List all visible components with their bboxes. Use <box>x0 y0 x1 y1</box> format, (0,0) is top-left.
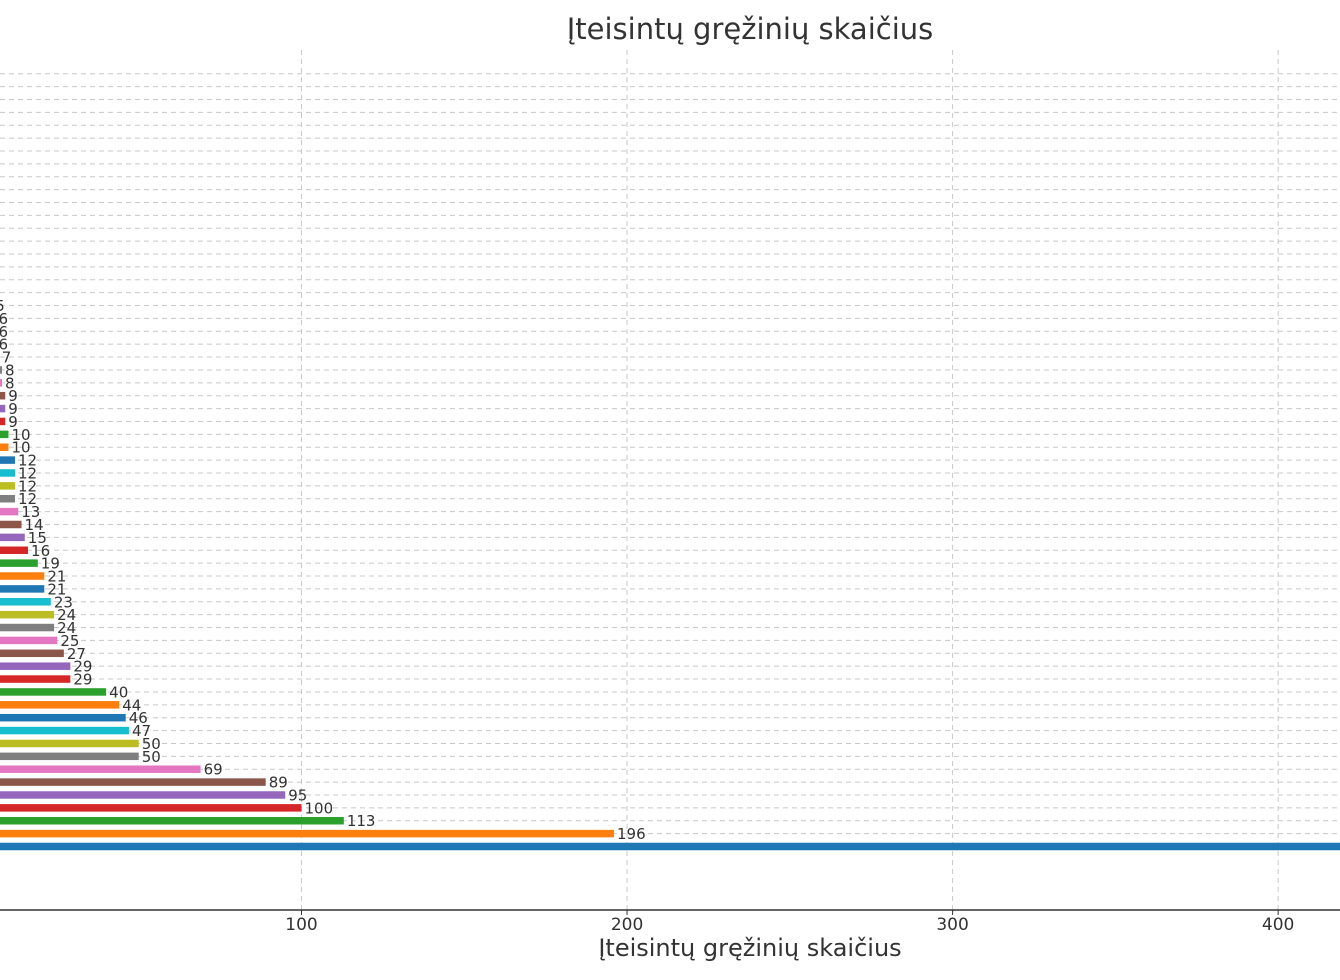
bar-0 <box>0 842 1340 851</box>
bar-1 <box>0 829 615 838</box>
bar-36 <box>0 379 2 387</box>
bar-value-label-34: 9 <box>8 400 18 418</box>
bar-21 <box>0 572 45 580</box>
bar-value-label-20: 21 <box>47 580 66 598</box>
bar-17 <box>0 623 55 632</box>
bar-value-label-29: 12 <box>18 464 37 482</box>
chart-title: Įteisintų gręžinių skaičius <box>566 12 934 46</box>
bar-27 <box>0 494 16 503</box>
bar-15 <box>0 649 64 658</box>
bar-value-label-26: 13 <box>21 503 40 521</box>
bar-8 <box>0 739 139 748</box>
bar-12 <box>0 688 107 696</box>
bar-value-label-12: 40 <box>109 683 128 701</box>
bar-value-label-11: 44 <box>122 696 141 714</box>
bar-37 <box>0 366 2 374</box>
x-tick-label-200: 200 <box>611 915 643 935</box>
bar-value-label-19: 23 <box>54 593 73 611</box>
bar-25 <box>0 520 22 529</box>
bar-24 <box>0 533 25 542</box>
bar-value-label-38: 7 <box>2 349 12 367</box>
bar-value-label-7: 50 <box>142 748 161 766</box>
bar-value-label-30: 12 <box>18 452 37 470</box>
bar-35 <box>0 391 6 400</box>
bar-value-label-31: 10 <box>12 439 31 457</box>
bar-value-label-37: 8 <box>5 361 15 379</box>
bar-20 <box>0 585 45 593</box>
bar-value-label-36: 8 <box>5 374 15 392</box>
bar-value-label-10: 46 <box>129 709 148 727</box>
bar-value-label-28: 12 <box>18 477 37 495</box>
bar-11 <box>0 701 120 709</box>
bar-13 <box>0 675 71 683</box>
bar-value-labels: 1961131009589695050474644402929272524242… <box>0 297 646 843</box>
bar-value-label-1: 196 <box>617 825 646 843</box>
bar-value-label-5: 89 <box>269 774 288 792</box>
bar-value-label-33: 9 <box>8 413 18 431</box>
bar-28 <box>0 482 16 490</box>
x-axis: 100 200 300 400 <box>0 909 1340 935</box>
horizontal-gridlines <box>0 73 1340 847</box>
bar-value-label-9: 47 <box>132 722 151 740</box>
bar-7 <box>0 752 139 761</box>
bar-32 <box>0 430 9 439</box>
bar-14 <box>0 662 71 670</box>
bar-3 <box>0 804 302 812</box>
bar-4 <box>0 791 286 799</box>
bar-18 <box>0 610 55 619</box>
bar-value-label-25: 14 <box>25 516 44 534</box>
bar-value-label-41: 6 <box>0 310 8 328</box>
bar-10 <box>0 713 126 722</box>
bar-value-label-23: 16 <box>31 542 50 560</box>
bar-6 <box>0 765 201 773</box>
bar-34 <box>0 404 6 413</box>
bar-31 <box>0 443 9 451</box>
bar-value-label-27: 12 <box>18 490 37 508</box>
bar-value-label-21: 21 <box>47 568 66 586</box>
bar-29 <box>0 469 16 477</box>
bar-value-label-3: 100 <box>305 799 334 817</box>
bar-value-label-32: 10 <box>12 426 31 444</box>
x-tick-label-100: 100 <box>285 915 317 935</box>
bar-value-label-18: 24 <box>57 606 76 624</box>
bar-9 <box>0 726 129 735</box>
bar-2 <box>0 816 344 825</box>
bar-value-label-15: 27 <box>67 645 86 663</box>
vertical-gridlines <box>301 50 1279 910</box>
bar-16 <box>0 636 58 645</box>
bar-value-label-16: 25 <box>60 632 79 650</box>
bar-23 <box>0 546 29 555</box>
bar-value-label-8: 50 <box>142 735 161 753</box>
bar-value-label-22: 19 <box>41 555 60 573</box>
bar-value-label-4: 95 <box>288 786 307 804</box>
bar-30 <box>0 456 16 464</box>
bar-value-label-24: 15 <box>28 529 47 547</box>
bar-value-label-14: 29 <box>73 658 92 676</box>
bars <box>0 366 1340 851</box>
bar-33 <box>0 417 6 426</box>
bar-value-label-2: 113 <box>347 812 376 830</box>
x-axis-label: Įteisintų gręžinių skaičius <box>598 934 902 962</box>
bar-value-label-35: 9 <box>8 387 18 405</box>
x-tick-label-400: 400 <box>1262 915 1294 935</box>
bar-22 <box>0 559 38 567</box>
bar-5 <box>0 778 266 786</box>
bar-value-label-42: 5 <box>0 297 5 315</box>
bar-19 <box>0 598 51 606</box>
bar-value-label-6: 69 <box>204 761 223 779</box>
bar-value-label-13: 29 <box>73 671 92 689</box>
x-tick-label-300: 300 <box>936 915 968 935</box>
bar-value-label-39: 6 <box>0 336 8 354</box>
bar-value-label-17: 24 <box>57 619 76 637</box>
bar-26 <box>0 507 19 516</box>
bar-value-label-40: 6 <box>0 323 8 341</box>
